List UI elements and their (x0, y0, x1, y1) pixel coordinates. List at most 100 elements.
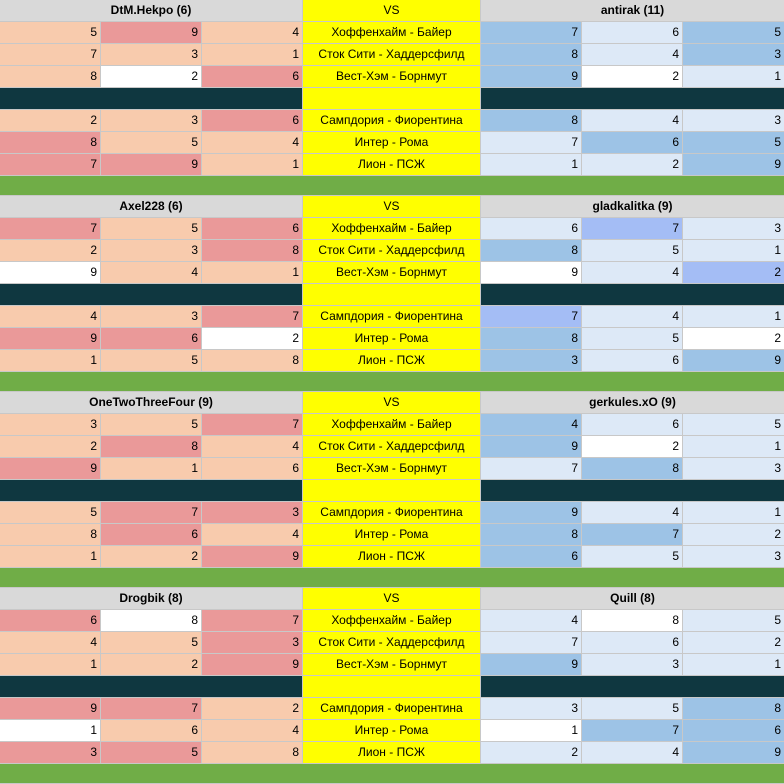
right-score-cell[interactable]: 4 (582, 306, 683, 328)
left-score-cell[interactable]: 9 (101, 154, 202, 176)
right-score-cell[interactable]: 4 (481, 414, 582, 436)
right-score-cell[interactable]: 2 (683, 262, 784, 284)
right-score-cell[interactable]: 5 (683, 132, 784, 154)
right-score-cell[interactable]: 6 (683, 720, 784, 742)
left-score-cell[interactable]: 7 (0, 218, 101, 240)
right-score-cell[interactable]: 3 (683, 458, 784, 480)
left-score-cell[interactable]: 9 (0, 458, 101, 480)
left-score-cell[interactable]: 9 (202, 654, 303, 676)
right-score-cell[interactable]: 4 (582, 742, 683, 764)
left-score-cell[interactable]: 2 (0, 240, 101, 262)
left-score-cell[interactable]: 9 (202, 546, 303, 568)
right-score-cell[interactable]: 7 (481, 306, 582, 328)
right-score-cell[interactable]: 7 (481, 22, 582, 44)
right-score-cell[interactable]: 7 (481, 132, 582, 154)
left-score-cell[interactable]: 6 (101, 720, 202, 742)
right-score-cell[interactable]: 5 (683, 610, 784, 632)
right-score-cell[interactable]: 5 (582, 240, 683, 262)
left-score-cell[interactable]: 2 (101, 66, 202, 88)
right-player-name[interactable]: gerkules.xO (9) (481, 392, 784, 414)
left-score-cell[interactable]: 2 (202, 328, 303, 350)
right-score-cell[interactable]: 3 (683, 546, 784, 568)
right-score-cell[interactable]: 9 (481, 262, 582, 284)
right-score-cell[interactable]: 2 (683, 632, 784, 654)
right-score-cell[interactable]: 9 (683, 154, 784, 176)
left-score-cell[interactable]: 8 (0, 132, 101, 154)
right-score-cell[interactable]: 9 (481, 502, 582, 524)
right-score-cell[interactable]: 8 (481, 44, 582, 66)
left-score-cell[interactable]: 2 (202, 698, 303, 720)
right-score-cell[interactable]: 3 (683, 110, 784, 132)
left-score-cell[interactable]: 8 (101, 610, 202, 632)
match-name-cell[interactable]: Сампдория - Фиорентина (303, 698, 481, 720)
right-score-cell[interactable]: 5 (582, 546, 683, 568)
left-score-cell[interactable]: 1 (0, 546, 101, 568)
right-score-cell[interactable]: 1 (683, 436, 784, 458)
left-score-cell[interactable]: 8 (101, 436, 202, 458)
left-score-cell[interactable]: 6 (101, 524, 202, 546)
left-player-name[interactable]: Drogbik (8) (0, 588, 303, 610)
left-score-cell[interactable]: 5 (0, 502, 101, 524)
left-score-cell[interactable]: 6 (0, 610, 101, 632)
left-score-cell[interactable]: 4 (0, 632, 101, 654)
right-score-cell[interactable]: 8 (481, 110, 582, 132)
right-score-cell[interactable]: 5 (582, 328, 683, 350)
match-name-cell[interactable]: Сампдория - Фиорентина (303, 502, 481, 524)
right-score-cell[interactable]: 3 (481, 350, 582, 372)
right-score-cell[interactable]: 7 (582, 720, 683, 742)
left-score-cell[interactable]: 8 (0, 66, 101, 88)
left-score-cell[interactable]: 4 (202, 524, 303, 546)
match-name-cell[interactable]: Сток Сити - Хаддерсфилд (303, 44, 481, 66)
match-name-cell[interactable]: Вест-Хэм - Борнмут (303, 262, 481, 284)
left-score-cell[interactable]: 7 (101, 502, 202, 524)
match-name-cell[interactable]: Вест-Хэм - Борнмут (303, 458, 481, 480)
match-name-cell[interactable]: Сток Сити - Хаддерсфилд (303, 632, 481, 654)
left-score-cell[interactable]: 8 (202, 350, 303, 372)
right-score-cell[interactable]: 8 (582, 610, 683, 632)
left-score-cell[interactable]: 8 (202, 742, 303, 764)
right-score-cell[interactable]: 4 (582, 44, 683, 66)
right-score-cell[interactable]: 6 (582, 350, 683, 372)
right-score-cell[interactable]: 9 (481, 654, 582, 676)
left-score-cell[interactable]: 5 (101, 132, 202, 154)
left-score-cell[interactable]: 6 (202, 66, 303, 88)
left-score-cell[interactable]: 9 (0, 328, 101, 350)
right-score-cell[interactable]: 6 (481, 546, 582, 568)
right-score-cell[interactable]: 5 (582, 698, 683, 720)
left-score-cell[interactable]: 6 (202, 110, 303, 132)
left-score-cell[interactable]: 1 (0, 720, 101, 742)
right-player-name[interactable]: Quill (8) (481, 588, 784, 610)
right-score-cell[interactable]: 4 (582, 110, 683, 132)
match-name-cell[interactable]: Лион - ПСЖ (303, 154, 481, 176)
left-score-cell[interactable]: 5 (101, 414, 202, 436)
right-score-cell[interactable]: 7 (481, 632, 582, 654)
right-player-name[interactable]: gladkalitka (9) (481, 196, 784, 218)
left-score-cell[interactable]: 1 (202, 44, 303, 66)
left-score-cell[interactable]: 4 (202, 22, 303, 44)
match-name-cell[interactable]: Интер - Рома (303, 328, 481, 350)
right-score-cell[interactable]: 2 (582, 154, 683, 176)
left-score-cell[interactable]: 5 (101, 350, 202, 372)
left-score-cell[interactable]: 7 (101, 698, 202, 720)
left-score-cell[interactable]: 8 (202, 240, 303, 262)
right-score-cell[interactable]: 6 (582, 132, 683, 154)
left-score-cell[interactable]: 5 (101, 218, 202, 240)
right-score-cell[interactable]: 7 (582, 524, 683, 546)
right-score-cell[interactable]: 3 (481, 698, 582, 720)
right-score-cell[interactable]: 1 (683, 66, 784, 88)
left-score-cell[interactable]: 1 (202, 154, 303, 176)
left-player-name[interactable]: OneTwoThreeFour (9) (0, 392, 303, 414)
right-score-cell[interactable]: 1 (481, 720, 582, 742)
left-score-cell[interactable]: 2 (0, 110, 101, 132)
left-score-cell[interactable]: 6 (202, 218, 303, 240)
left-score-cell[interactable]: 7 (202, 414, 303, 436)
left-score-cell[interactable]: 1 (0, 654, 101, 676)
right-score-cell[interactable]: 9 (683, 742, 784, 764)
right-score-cell[interactable]: 8 (481, 524, 582, 546)
left-score-cell[interactable]: 1 (202, 262, 303, 284)
left-score-cell[interactable]: 1 (0, 350, 101, 372)
left-score-cell[interactable]: 6 (101, 328, 202, 350)
right-score-cell[interactable]: 3 (683, 218, 784, 240)
right-score-cell[interactable]: 6 (481, 218, 582, 240)
left-score-cell[interactable]: 8 (0, 524, 101, 546)
